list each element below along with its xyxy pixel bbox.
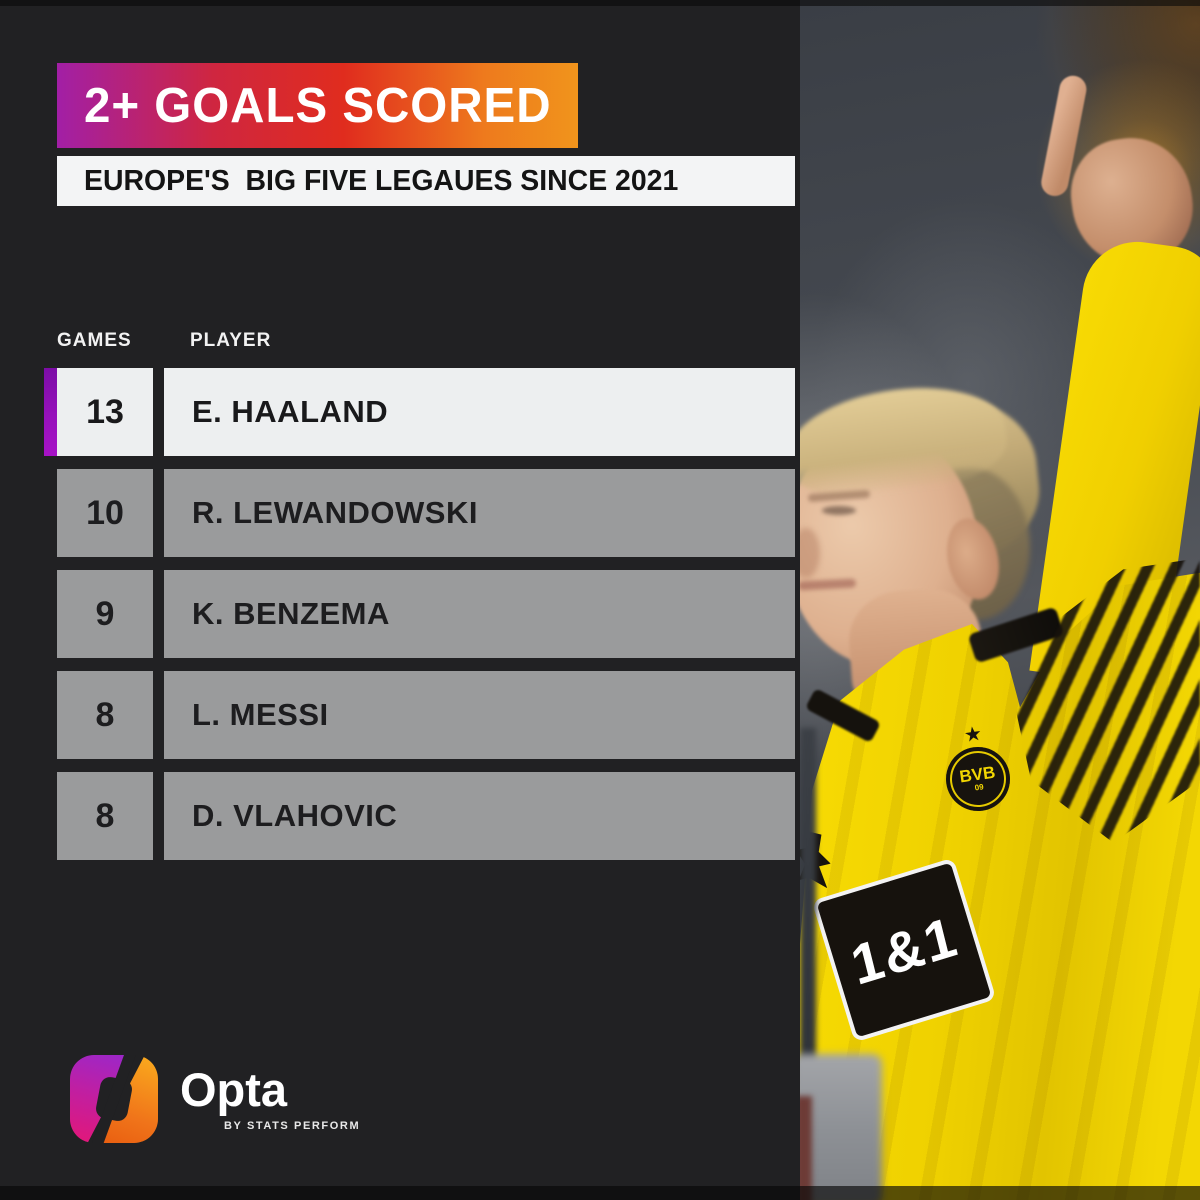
brand-name: Opta: [180, 1063, 288, 1116]
games-value: 10: [86, 493, 124, 532]
table-row: 8 L. MESSI: [57, 671, 795, 759]
footer: Opta BY STATS PERFORM: [70, 1055, 360, 1143]
player-cell: D. VLAHOVIC: [164, 772, 795, 860]
games-cell: 8: [57, 671, 153, 759]
table-row: 8 D. VLAHOVIC: [57, 772, 795, 860]
highlight-bar: [44, 368, 57, 456]
games-cell: 8: [57, 772, 153, 860]
player-name: K. BENZEMA: [192, 596, 390, 631]
table-header: GAMES PLAYER: [57, 330, 271, 352]
bottom-edge-shade: [0, 1186, 1200, 1200]
player-nose-shadow: [800, 528, 820, 578]
player-cell: L. MESSI: [164, 671, 795, 759]
player-name: L. MESSI: [192, 697, 329, 732]
table-row: 13 E. HAALAND: [44, 368, 795, 456]
column-header-games: GAMES: [57, 330, 132, 351]
games-value: 8: [95, 796, 115, 835]
player-cell: R. LEWANDOWSKI: [164, 469, 795, 557]
games-cell: 9: [57, 570, 153, 658]
top-edge-shade: [0, 0, 1200, 6]
player-name: R. LEWANDOWSKI: [192, 495, 478, 530]
games-cell: 13: [44, 368, 153, 456]
background-blur-blob: [800, 1054, 882, 1200]
player-cell: K. BENZEMA: [164, 570, 795, 658]
opta-logo-icon: [70, 1055, 158, 1143]
games-value: 9: [95, 594, 115, 633]
haaland-photo: ★ BVB 09 1&1: [800, 0, 1200, 1200]
player-name: D. VLAHOVIC: [192, 798, 398, 833]
brand-block: Opta BY STATS PERFORM: [180, 1066, 360, 1132]
player-eye: [822, 506, 856, 515]
page-subtitle: EUROPE'S BIG FIVE LEGAUES SINCE 2021: [84, 164, 679, 197]
sponsor-patch-text: 1&1: [844, 903, 964, 997]
crest-number: 09: [974, 782, 985, 793]
games-value: 13: [86, 392, 124, 431]
page-title: 2+ GOALS SCORED: [84, 78, 552, 133]
background-blur-red: [800, 1096, 812, 1200]
subtitle-bar: EUROPE'S BIG FIVE LEGAUES SINCE 2021: [57, 156, 795, 206]
stats-table: 13 E. HAALAND 10 R. LEWANDOWSKI 9 K. BEN…: [44, 368, 795, 873]
brand-subtitle: BY STATS PERFORM: [224, 1120, 361, 1132]
games-value: 8: [95, 695, 115, 734]
column-header-player: PLAYER: [190, 330, 272, 351]
player-cell: E. HAALAND: [164, 368, 795, 456]
title-banner: 2+ GOALS SCORED: [57, 63, 578, 148]
games-cell: 10: [57, 469, 153, 557]
crest-star-icon: ★: [962, 722, 984, 748]
table-row: 10 R. LEWANDOWSKI: [57, 469, 795, 557]
background-blur-strip: [800, 728, 816, 1088]
player-name: E. HAALAND: [192, 394, 389, 429]
table-row: 9 K. BENZEMA: [57, 570, 795, 658]
